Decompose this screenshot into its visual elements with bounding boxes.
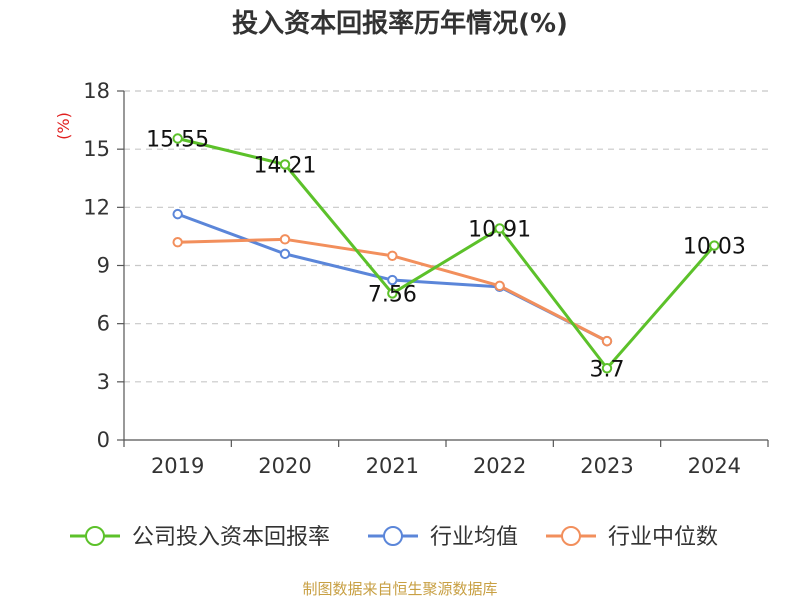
data-point[interactable]: [709, 240, 720, 251]
y-tick-label: 9: [97, 254, 110, 278]
source-note: 制图数据来自恒生聚源数据库: [302, 580, 497, 598]
x-tick-label: 2020: [258, 454, 311, 478]
data-point[interactable]: [601, 335, 613, 347]
y-tick-label: 0: [97, 428, 110, 452]
legend-item-0[interactable]: 公司投入资本回报率: [70, 525, 330, 550]
y-tick-label: 15: [83, 137, 110, 161]
data-point[interactable]: [494, 280, 505, 292]
series-line: [177, 137, 716, 370]
data-label: 3.7: [590, 357, 625, 382]
data-label: 7.56: [368, 282, 417, 307]
data-point[interactable]: [279, 159, 291, 170]
series-layer: [172, 133, 720, 374]
axes: 0 3 6 9 12 15 18 2019 2020 2021 2022 2023 2024: [83, 79, 769, 478]
legend-label: 行业均值: [430, 525, 518, 550]
series-1: [172, 208, 613, 347]
data-point[interactable]: [387, 288, 398, 299]
chart-title: 投入资本回报率历年情况(%): [232, 8, 568, 39]
x-tick-label: 2024: [688, 454, 741, 478]
data-point[interactable]: [279, 234, 291, 245]
data-point[interactable]: [387, 274, 398, 286]
legend-marker: [85, 526, 105, 546]
legend-item-2[interactable]: 行业中位数: [546, 525, 718, 550]
x-tick-label: 2019: [151, 454, 204, 478]
legend-marker: [383, 526, 403, 546]
data-point[interactable]: [601, 363, 613, 374]
data-point[interactable]: [172, 133, 183, 144]
legend-label: 公司投入资本回报率: [132, 525, 330, 550]
legend-item-1[interactable]: 行业均值: [368, 525, 518, 550]
series-2: [172, 234, 613, 347]
legend[interactable]: 公司投入资本回报率 行业均值 行业中位数: [70, 525, 718, 550]
data-point[interactable]: [279, 248, 291, 260]
data-label: 10.03: [683, 235, 746, 260]
y-tick-label: 6: [97, 312, 110, 336]
x-tick-label: 2023: [580, 454, 633, 478]
x-tick-label: 2021: [366, 454, 419, 478]
legend-marker: [561, 526, 581, 546]
y-tick-label: 18: [83, 79, 110, 103]
data-point[interactable]: [387, 250, 398, 262]
data-point[interactable]: [172, 208, 183, 220]
y-tick-label: 12: [83, 195, 110, 219]
series-0: [172, 133, 720, 374]
data-label: 10.91: [468, 217, 531, 242]
legend-label: 行业中位数: [608, 525, 718, 550]
x-tick-label: 2022: [473, 454, 526, 478]
data-labels: 15.55 14.21 7.56 10.91 3.7 10.03: [146, 128, 746, 383]
data-point[interactable]: [172, 237, 183, 248]
data-label: 14.21: [254, 153, 317, 178]
y-tick-label: 3: [97, 370, 110, 394]
data-label: 15.55: [146, 128, 209, 153]
y-axis-unit: (%): [54, 112, 73, 140]
data-point[interactable]: [494, 223, 505, 234]
gridlines: [124, 90, 768, 383]
